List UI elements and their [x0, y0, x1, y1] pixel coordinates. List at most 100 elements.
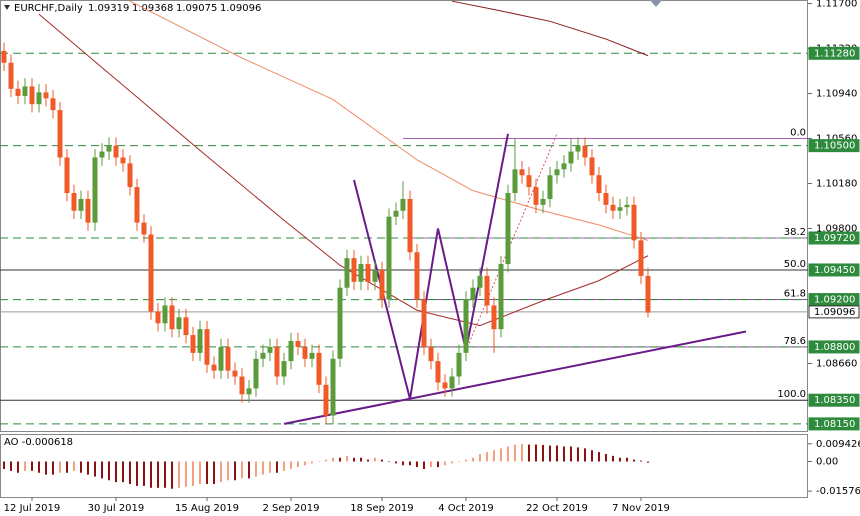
ao-bar [135, 461, 138, 486]
candle-body [169, 305, 175, 330]
ao-bar [219, 461, 222, 483]
candle-body [330, 358, 336, 416]
ao-bar [485, 452, 488, 462]
x-tick-label: 22 Oct 2019 [526, 503, 588, 514]
header-value: 1.09075 [176, 3, 217, 14]
candle-body [568, 151, 574, 164]
ao-bar [443, 461, 446, 466]
candle-body [575, 145, 581, 152]
candle-body [323, 384, 329, 416]
candle-body [211, 364, 217, 371]
ao-bar [2, 461, 5, 470]
candle-body [393, 210, 399, 217]
candle-body [624, 204, 630, 208]
level-label: 1.10500 [814, 141, 855, 152]
x-tick-label: 2 Sep 2019 [262, 503, 319, 514]
candle-body [386, 216, 392, 300]
ao-bar [562, 446, 565, 462]
ao-bar [513, 444, 516, 462]
candle-body [281, 361, 287, 377]
candle-body [8, 62, 14, 89]
candle-body [477, 275, 483, 288]
ao-bar [156, 461, 159, 488]
ao-bar [604, 453, 607, 462]
ao-bar [317, 461, 320, 462]
candle-body [183, 317, 189, 336]
candle-body [540, 198, 546, 205]
candle-body [78, 198, 84, 211]
level-label: 1.09200 [814, 295, 855, 306]
candle-body [638, 240, 644, 276]
candle-body [351, 258, 357, 282]
candle-body [113, 145, 119, 158]
ao-bar [16, 461, 19, 473]
ao-bar [226, 461, 229, 481]
level-label: 1.09720 [814, 233, 855, 244]
ao-bar [212, 461, 215, 485]
ao-bar [268, 461, 271, 473]
candle-body [190, 335, 196, 353]
candle-body [645, 275, 651, 313]
ao-bar [436, 461, 439, 468]
level-box [808, 393, 860, 407]
candle-body [85, 198, 91, 223]
ao-bar [366, 459, 369, 462]
fib-label: 61.8 [784, 289, 806, 300]
fib-label: 0.0 [790, 128, 806, 139]
candle-body [274, 346, 280, 377]
candle-body [50, 98, 56, 111]
level-label: 1.08800 [814, 342, 855, 353]
x-tick-label: 7 Nov 2019 [612, 503, 670, 514]
y-tick-label: 1.11700 [816, 0, 857, 10]
candle-body [295, 341, 301, 347]
level-box [808, 263, 860, 277]
level-box [808, 139, 860, 153]
candle-body [582, 145, 588, 158]
ao-bar [345, 455, 348, 462]
candle-body [155, 311, 161, 324]
ao-bar [23, 461, 26, 471]
ao-bar [352, 457, 355, 462]
indicator-title: AO -0.000618 [4, 437, 73, 448]
candle-body [617, 207, 623, 211]
ao-bar [30, 461, 33, 471]
y-tick-label: 1.08660 [816, 359, 857, 370]
ao-bar [289, 461, 292, 470]
ao-bar [499, 448, 502, 462]
ao-bar [142, 461, 145, 486]
candle-body [253, 358, 259, 389]
candle-body [288, 341, 294, 362]
header-value: 1.09319 [88, 3, 129, 14]
level-box [808, 340, 860, 354]
ao-bar [597, 452, 600, 462]
ao-bar [72, 461, 75, 471]
ao-bar [331, 457, 334, 462]
candle-body [64, 157, 70, 194]
candle-body [120, 157, 126, 164]
level-box [808, 231, 860, 245]
ao-bar [401, 461, 404, 466]
candle-body [589, 157, 595, 176]
moving-average [38, 13, 649, 327]
ao-bar [618, 457, 621, 462]
ao-bar [177, 461, 180, 488]
level-box [808, 46, 860, 60]
ao-bar [79, 461, 82, 473]
ao-bar [44, 461, 47, 475]
ao-bar [128, 461, 131, 485]
ao-bar [625, 457, 628, 462]
ao-bar [520, 443, 523, 462]
candle-body [162, 305, 168, 324]
candle-body [561, 163, 567, 170]
ao-bar [100, 461, 103, 479]
moving-average [451, 0, 649, 57]
candle-body [232, 370, 238, 377]
x-tick-label: 12 Jul 2019 [4, 503, 61, 514]
ao-bar [429, 461, 432, 468]
candle-body [491, 305, 497, 330]
candle-body [106, 145, 112, 152]
candle-body [92, 157, 98, 223]
symbol-title: EURCHF,Daily [14, 3, 83, 14]
ao-bar [191, 461, 194, 486]
level-box [808, 305, 860, 319]
